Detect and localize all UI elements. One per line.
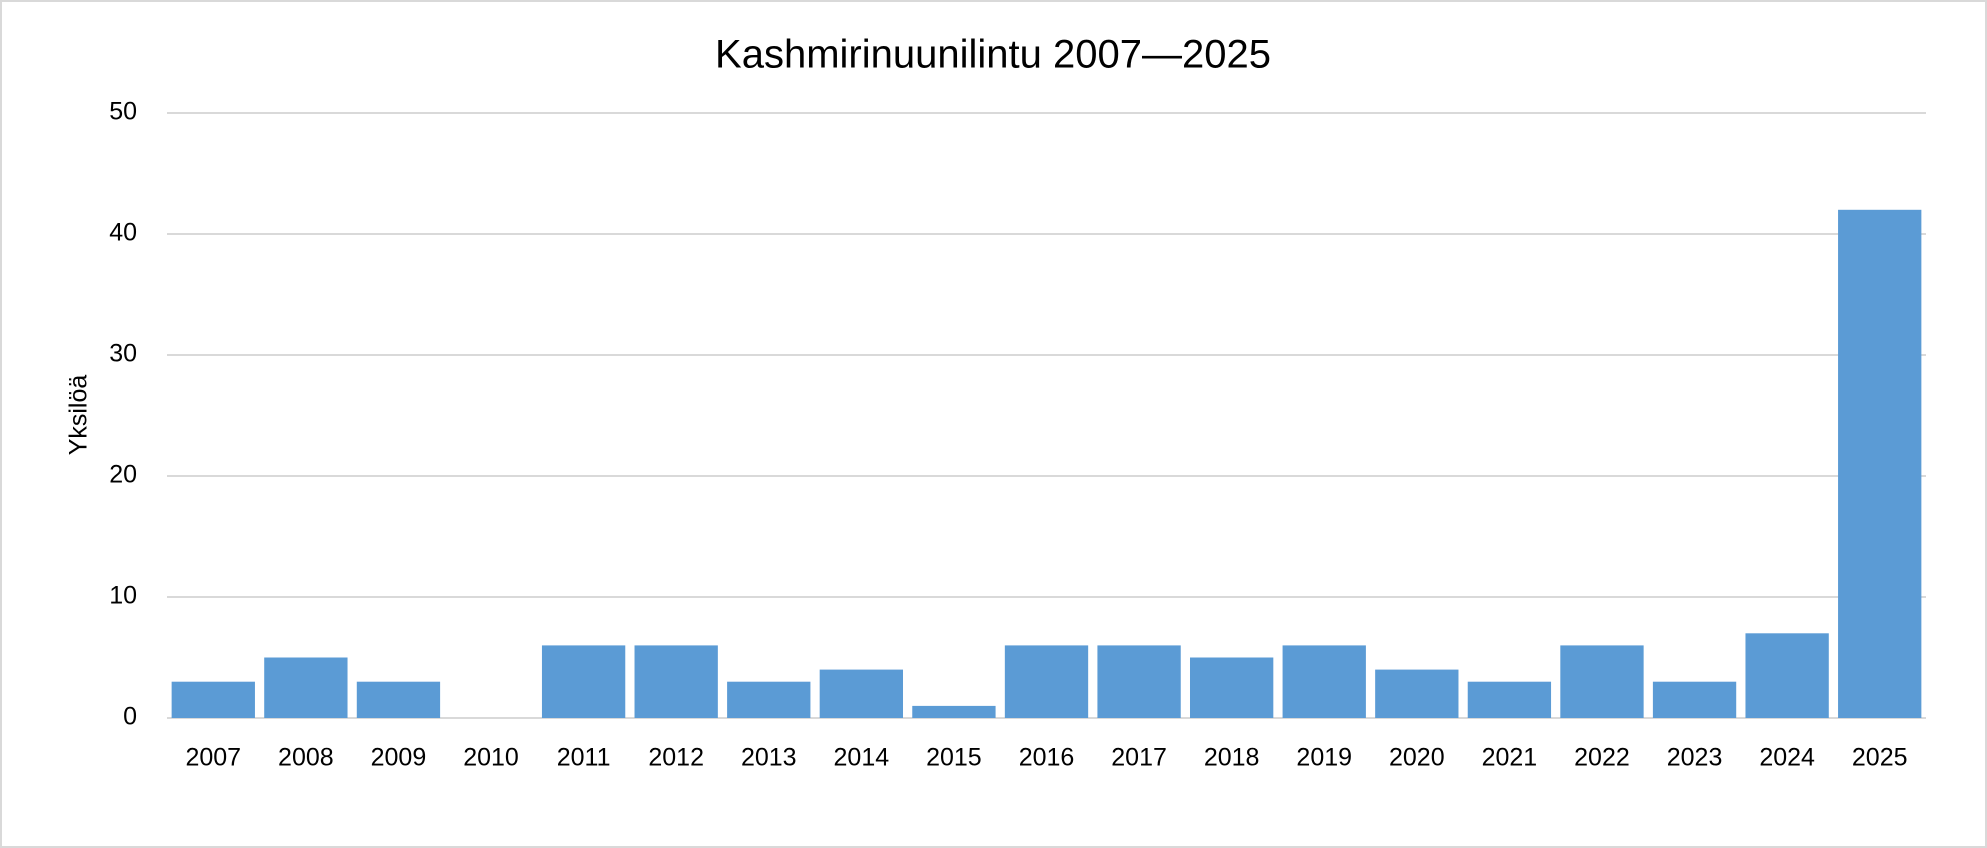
x-tick-label: 2014 <box>834 744 890 772</box>
bar <box>727 681 811 718</box>
y-tick-label: 50 <box>109 98 137 126</box>
x-tick-label: 2015 <box>926 744 982 772</box>
x-tick-label: 2019 <box>1296 744 1352 772</box>
y-axis-label: Yksilöä <box>65 375 93 456</box>
x-tick-label: 2024 <box>1759 744 1815 772</box>
x-tick-label: 2009 <box>371 744 427 772</box>
x-tick-label: 2010 <box>463 744 519 772</box>
bar <box>171 681 255 718</box>
bar <box>1004 645 1089 718</box>
y-tick-label: 10 <box>109 582 137 610</box>
bar <box>912 705 996 718</box>
bar <box>1652 681 1737 718</box>
x-tick-label: 2018 <box>1204 744 1260 772</box>
bar <box>1745 633 1829 718</box>
bar <box>634 645 718 718</box>
x-tick-label: 2025 <box>1852 744 1908 772</box>
y-tick-label: 30 <box>109 340 137 368</box>
x-tick-label: 2023 <box>1667 744 1723 772</box>
bar <box>1282 645 1366 718</box>
bar <box>1375 669 1459 718</box>
bar <box>1097 645 1181 718</box>
bar <box>1560 645 1644 718</box>
bar <box>356 681 441 718</box>
x-tick-label: 2022 <box>1574 744 1630 772</box>
bar <box>264 657 348 718</box>
x-tick-label: 2012 <box>648 744 704 772</box>
x-tick-label: 2011 <box>557 744 611 772</box>
y-tick-label: 40 <box>109 219 137 247</box>
bar <box>1189 657 1274 718</box>
bar <box>819 669 904 718</box>
x-tick-label: 2007 <box>185 744 241 772</box>
x-tick-label: 2016 <box>1019 744 1075 772</box>
x-tick-label: 2021 <box>1482 744 1538 772</box>
x-tick-label: 2020 <box>1389 744 1445 772</box>
bar <box>1838 209 1922 719</box>
bar <box>541 645 626 718</box>
x-tick-label: 2013 <box>741 744 797 772</box>
bar <box>1467 681 1552 718</box>
y-tick-label: 20 <box>109 461 137 489</box>
chart-title: Kashmirinuunilintu 2007—2025 <box>715 33 1271 77</box>
x-tick-label: 2017 <box>1111 744 1167 772</box>
y-tick-label: 0 <box>123 703 137 731</box>
x-tick-label: 2008 <box>278 744 334 772</box>
